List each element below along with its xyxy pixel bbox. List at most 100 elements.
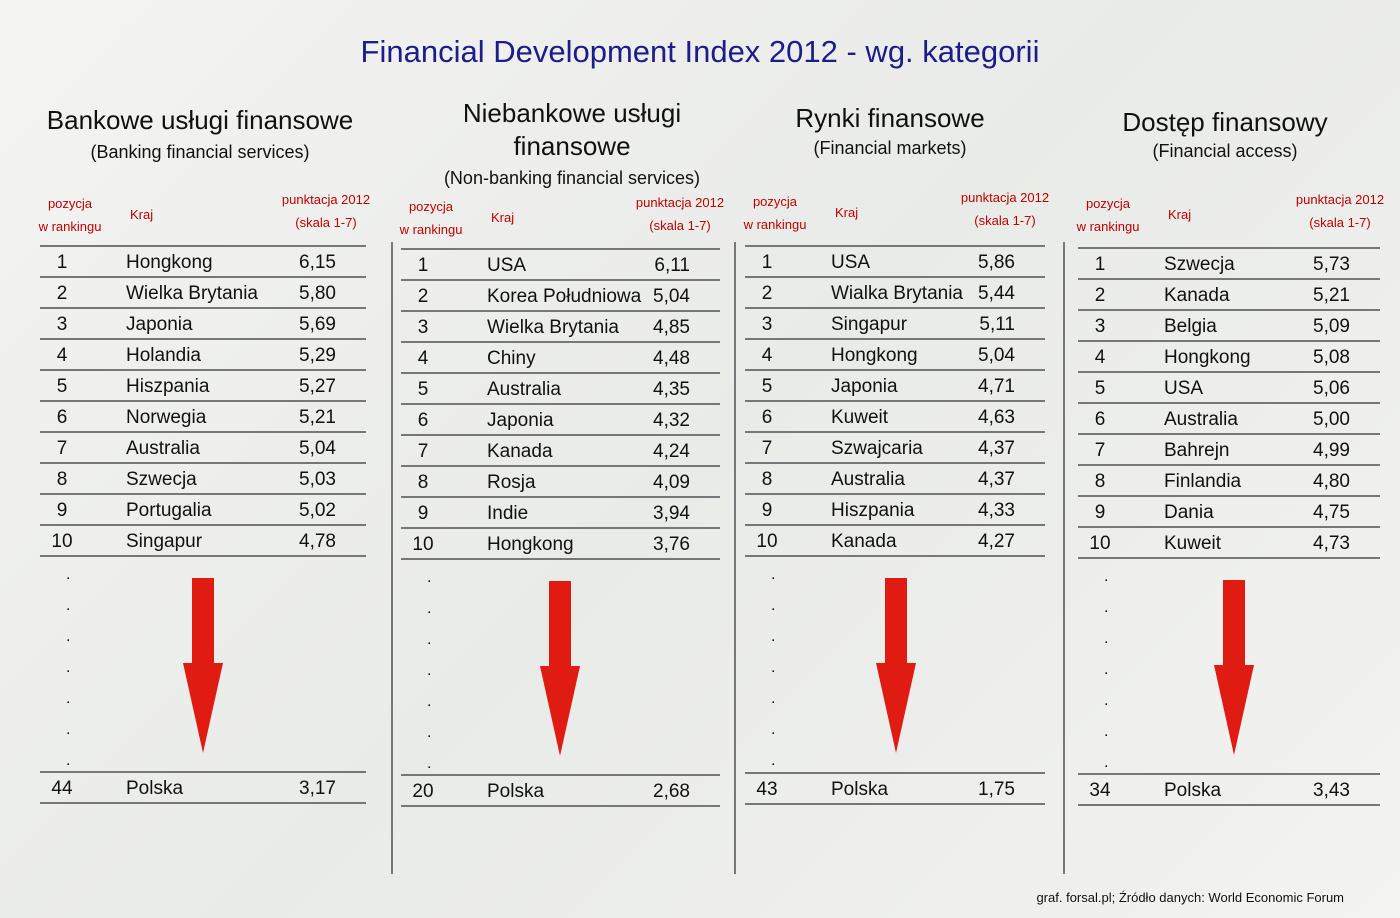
header-rank: w rankingu <box>399 222 463 237</box>
country-cell: Hongkong <box>487 534 574 555</box>
score-cell: 4,80 <box>1313 471 1350 492</box>
ellipsis-dot: . <box>1104 692 1109 709</box>
header-country: Kraj <box>130 207 154 222</box>
country-cell: Bahrejn <box>1164 440 1230 461</box>
separator <box>734 242 736 874</box>
score-cell: 4,73 <box>1313 533 1350 554</box>
row-line <box>745 772 1045 774</box>
section-subtitle: (Financial access) <box>1152 141 1298 161</box>
country-cell: Australia <box>126 438 200 459</box>
country-cell: Dania <box>1164 502 1214 523</box>
score-cell: 5,27 <box>299 376 336 397</box>
ellipsis-dot: . <box>771 566 776 583</box>
row-line <box>1078 278 1380 280</box>
row-line <box>745 803 1045 805</box>
separator <box>1063 242 1065 874</box>
row-line <box>401 805 720 807</box>
row-line <box>40 431 366 433</box>
country-cell: Singapur <box>831 314 908 335</box>
country-cell: Szwajcaria <box>831 438 923 459</box>
header-score: punktacja 2012 <box>960 190 1050 205</box>
country-cell: Kanada <box>1164 285 1230 306</box>
header-rank: w rankingu <box>38 219 102 234</box>
rank-cell: 7 <box>56 438 68 459</box>
arrow-shape <box>540 581 580 756</box>
rank-cell: 8 <box>56 469 68 490</box>
header-rank: w rankingu <box>1076 219 1140 234</box>
row-line <box>1078 804 1380 806</box>
row-line <box>401 372 720 374</box>
country-cell: Kanada <box>831 531 897 552</box>
rank-cell: 2 <box>56 283 68 304</box>
country-cell: Wialka Brytania <box>831 283 963 304</box>
country-cell: Japonia <box>126 314 193 335</box>
score-cell: 3,76 <box>653 534 690 555</box>
section-subtitle: (Banking financial services) <box>90 142 310 162</box>
score-cell: 5,69 <box>299 314 336 335</box>
rank-cell: 7 <box>761 438 773 459</box>
header-rank: pozycja <box>408 199 454 214</box>
ellipsis-dot: . <box>1104 630 1109 647</box>
row-line <box>40 462 366 464</box>
separator <box>391 242 393 874</box>
score-cell: 4,71 <box>978 376 1015 397</box>
country-cell: Wielka Brytania <box>487 317 619 338</box>
score-cell: 5,21 <box>299 407 336 428</box>
country-cell: USA <box>1164 378 1204 399</box>
country-cell: Indie <box>487 503 529 524</box>
country-cell: Kuweit <box>831 407 889 428</box>
country-cell: Australia <box>1164 409 1238 430</box>
country-cell: Singapur <box>126 531 203 552</box>
country-cell: Japonia <box>487 410 554 431</box>
row-line <box>1078 371 1380 373</box>
score-cell: 5,06 <box>1313 378 1350 399</box>
row-line <box>745 338 1045 340</box>
score-cell: 5,80 <box>299 283 336 304</box>
row-line <box>745 555 1045 557</box>
country-cell: Szwecja <box>126 469 197 490</box>
row-line <box>40 493 366 495</box>
rank-cell: 2 <box>1094 285 1106 306</box>
score-cell: 4,37 <box>978 469 1015 490</box>
row-line <box>1078 464 1380 466</box>
row-line <box>40 276 366 278</box>
rank-cell: 6 <box>761 407 773 428</box>
ellipsis-dot: . <box>1104 568 1109 585</box>
country-cell: Belgia <box>1164 316 1217 337</box>
row-line <box>1078 773 1380 775</box>
score-cell: 3,17 <box>299 778 336 799</box>
rank-cell: 2 <box>761 283 773 304</box>
rank-cell: 4 <box>1094 347 1106 368</box>
row-line <box>1078 402 1380 404</box>
row-line <box>401 465 720 467</box>
down-arrow <box>538 581 582 756</box>
rank-cell: 10 <box>756 531 778 552</box>
header-rank: pozycja <box>47 196 93 211</box>
ellipsis-dot: . <box>66 690 71 707</box>
row-line <box>401 279 720 281</box>
ellipsis-dot: . <box>427 631 432 648</box>
score-cell: 1,75 <box>978 779 1015 800</box>
score-cell: 4,75 <box>1313 502 1350 523</box>
ellipsis-dot: . <box>66 752 71 769</box>
score-cell: 4,24 <box>653 441 690 462</box>
ellipsis-dot: . <box>427 693 432 710</box>
header-country: Kraj <box>835 205 859 220</box>
section-title: Niebankowe usługi finansowe <box>462 98 682 161</box>
country-cell: Portugalia <box>126 500 212 521</box>
source-note: graf. forsal.pl; Źródło danych: World Ec… <box>1036 890 1344 905</box>
row-line <box>401 310 720 312</box>
row-line <box>401 248 720 250</box>
country-cell: Korea Południowa <box>487 286 642 307</box>
rank-cell: 6 <box>56 407 68 428</box>
section-title: Rynki finansowe <box>795 103 985 133</box>
row-line <box>40 771 366 773</box>
score-cell: 4,35 <box>653 379 690 400</box>
score-cell: 5,03 <box>299 469 336 490</box>
rank-cell: 4 <box>761 345 773 366</box>
page-title: Financial Development Index 2012 - wg. k… <box>360 34 1040 69</box>
header-score: punktacja 2012 <box>281 192 371 207</box>
header-rank: w rankingu <box>743 217 807 232</box>
row-line <box>40 555 366 557</box>
ellipsis-dot: . <box>427 569 432 586</box>
